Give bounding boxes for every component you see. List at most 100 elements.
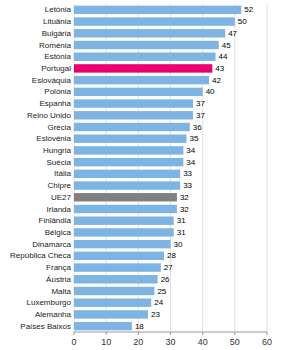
- bar: [74, 287, 154, 295]
- category-label: Roménia: [39, 41, 72, 50]
- x-ticks: 0 10 20 30 40 50 60: [71, 332, 272, 347]
- tick-label: 0: [71, 337, 76, 347]
- bar: [74, 205, 177, 213]
- category-label: Letónia: [45, 5, 72, 14]
- data-label: 34: [186, 158, 195, 167]
- data-label: 37: [196, 99, 205, 108]
- data-label: 31: [177, 228, 186, 237]
- bar: [74, 216, 174, 224]
- category-label: Polónia: [44, 87, 71, 96]
- data-label: 40: [206, 87, 215, 96]
- data-label: 43: [215, 64, 224, 73]
- data-label: 44: [219, 52, 228, 61]
- tick-label: 30: [165, 337, 175, 347]
- chart: 0 10 20 30 40 50 60 Países Baixos Alemanha Luxemb…: [0, 0, 281, 350]
- bar: [74, 240, 171, 248]
- bar: [74, 52, 216, 60]
- bars: [74, 6, 241, 331]
- data-label: 45: [222, 41, 231, 50]
- data-label: 27: [164, 263, 173, 272]
- bar: [74, 158, 183, 166]
- data-label: 35: [190, 134, 199, 143]
- category-label: Reino Unido: [27, 111, 72, 120]
- category-label: Eslováquia: [32, 76, 72, 85]
- bar: [74, 29, 225, 37]
- category-label: Bélgica: [45, 228, 72, 237]
- data-label: 52: [244, 5, 253, 14]
- data-label: 33: [183, 169, 192, 178]
- data-label: 28: [167, 251, 176, 260]
- data-label: 37: [196, 111, 205, 120]
- category-label: Luxemburgo: [27, 298, 72, 307]
- bar: [74, 123, 190, 131]
- bar: [74, 298, 151, 306]
- bar: [74, 17, 235, 25]
- data-label: 23: [151, 310, 160, 319]
- category-label: UE27: [51, 193, 72, 202]
- category-label: Eslovénia: [36, 134, 71, 143]
- x-axis-line: [74, 332, 267, 333]
- bar: [74, 76, 209, 84]
- category-label: República Checa: [10, 251, 71, 260]
- data-label: 30: [174, 240, 183, 249]
- bar: [74, 170, 180, 178]
- data-label: 32: [180, 193, 189, 202]
- category-label: Países Baixos: [20, 322, 71, 331]
- category-label: Finlândia: [39, 216, 72, 225]
- bar: [74, 88, 203, 96]
- category-label: Chipre: [47, 181, 71, 190]
- bar: [74, 146, 183, 154]
- data-label: 25: [157, 287, 166, 296]
- data-label: 36: [193, 123, 202, 132]
- data-label: 31: [177, 216, 186, 225]
- data-label: 32: [180, 205, 189, 214]
- bar: [74, 41, 219, 49]
- bar: [74, 181, 180, 189]
- category-label: França: [46, 263, 71, 272]
- bar: [74, 6, 241, 14]
- category-label: Malta: [51, 287, 71, 296]
- bar: [74, 64, 212, 72]
- data-label: 50: [238, 17, 247, 26]
- category-label: Grécia: [47, 123, 71, 132]
- data-label: 47: [228, 29, 237, 38]
- bar: [74, 228, 174, 236]
- bar: [74, 193, 177, 201]
- category-label: Suécia: [47, 158, 72, 167]
- category-label: Irlanda: [47, 205, 72, 214]
- tick-label: 40: [198, 337, 208, 347]
- category-label: Portugal: [41, 64, 71, 73]
- category-label: Hungria: [43, 146, 72, 155]
- category-label: Lituânia: [43, 17, 72, 26]
- grid-line: [234, 4, 235, 332]
- bar: [74, 99, 193, 107]
- data-label: 33: [183, 181, 192, 190]
- category-label: Itália: [54, 169, 71, 178]
- bar: [74, 310, 148, 318]
- tick-label: 10: [101, 337, 111, 347]
- x-grid: [74, 4, 267, 332]
- bar: [74, 322, 132, 330]
- category-label: Espanha: [39, 99, 71, 108]
- data-label: 42: [212, 76, 221, 85]
- bar: [74, 275, 158, 283]
- data-label: 24: [154, 298, 163, 307]
- category-label: Alemanha: [35, 310, 72, 319]
- category-label: Estónia: [44, 52, 71, 61]
- data-labels: 18 23 24 25 26 27 28 30 31 31 32 32 33 33 34 34 35 36 37 37…: [135, 5, 254, 330]
- data-label: 18: [135, 322, 144, 331]
- grid-line: [267, 4, 268, 332]
- category-label: Áustria: [46, 275, 71, 284]
- tick-label: 50: [230, 337, 240, 347]
- data-label: 34: [186, 146, 195, 155]
- category-labels: Países Baixos Alemanha Luxemburgo Malta Áust…: [10, 5, 71, 330]
- bar: [74, 252, 164, 260]
- bar: [74, 263, 161, 271]
- bar: [74, 134, 187, 142]
- category-label: Dinamarca: [32, 240, 71, 249]
- data-label: 26: [161, 275, 170, 284]
- tick-label: 20: [133, 337, 143, 347]
- bar: [74, 111, 193, 119]
- tick-label: 60: [262, 337, 272, 347]
- category-label: Bulgária: [42, 29, 72, 38]
